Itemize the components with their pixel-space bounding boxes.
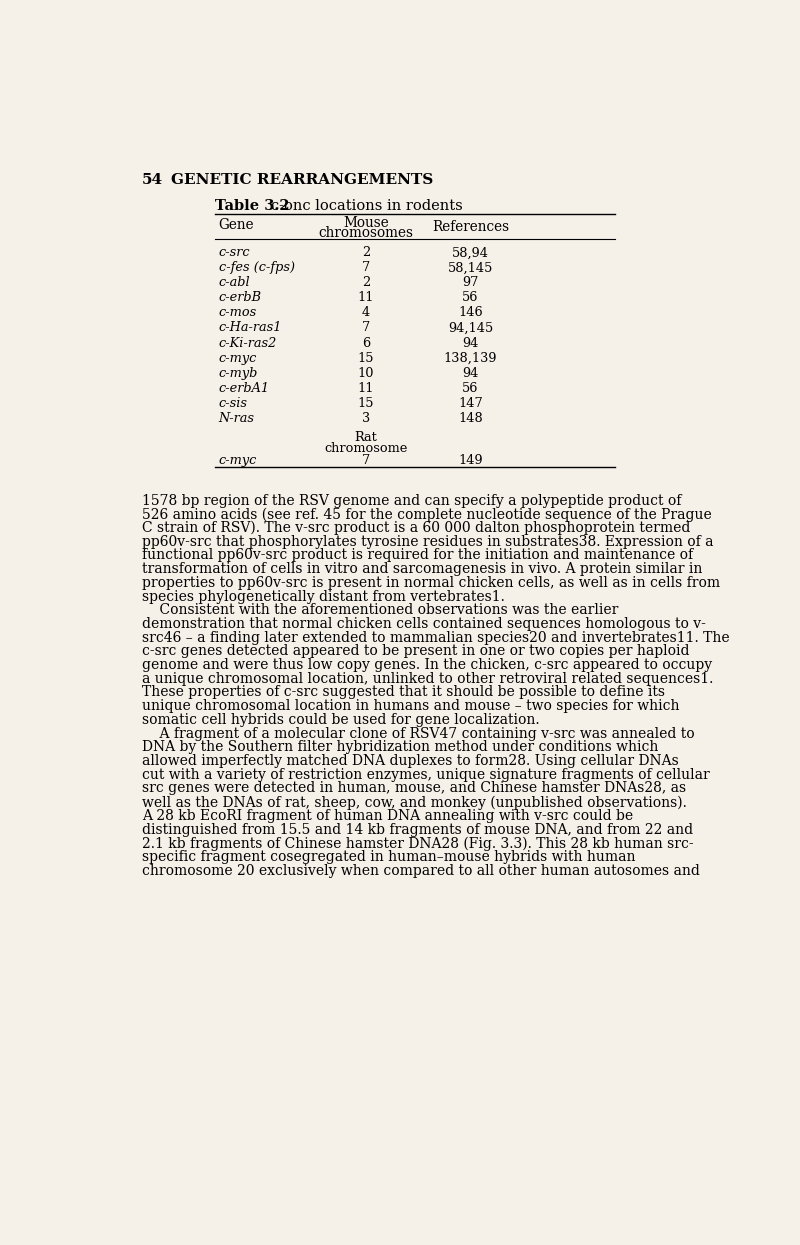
Text: Gene: Gene (218, 218, 254, 232)
Text: 138,139: 138,139 (444, 351, 498, 365)
Text: 15: 15 (358, 351, 374, 365)
Text: allowed imperfectly matched DNA duplexes to form28. Using cellular DNAs: allowed imperfectly matched DNA duplexes… (142, 754, 678, 768)
Text: 58,94: 58,94 (452, 247, 489, 259)
Text: 15: 15 (358, 397, 374, 410)
Text: 56: 56 (462, 381, 478, 395)
Text: Mouse: Mouse (343, 217, 389, 230)
Text: distinguished from 15.5 and 14 kb fragments of mouse DNA, and from 22 and: distinguished from 15.5 and 14 kb fragme… (142, 823, 693, 837)
Text: pp60v-src that phosphorylates tyrosine residues in substrates38. Expression of a: pp60v-src that phosphorylates tyrosine r… (142, 534, 714, 549)
Text: 56: 56 (462, 291, 478, 305)
Text: 7: 7 (362, 321, 370, 335)
Text: specific fragment cosegregated in human–mouse hybrids with human: specific fragment cosegregated in human–… (142, 850, 635, 864)
Text: These properties of c-src suggested that it should be possible to define its: These properties of c-src suggested that… (142, 686, 665, 700)
Text: 2: 2 (362, 247, 370, 259)
Text: 54: 54 (142, 173, 163, 187)
Text: c-fes (c-fps): c-fes (c-fps) (218, 261, 294, 274)
Text: c-erbB: c-erbB (218, 291, 262, 305)
Text: chromosome: chromosome (324, 442, 407, 454)
Text: c-myc: c-myc (218, 351, 257, 365)
Text: 2.1 kb fragments of Chinese hamster DNA28 (Fig. 3.3). This 28 kb human src-: 2.1 kb fragments of Chinese hamster DNA2… (142, 837, 694, 850)
Text: 2: 2 (362, 276, 370, 289)
Text: 6: 6 (362, 336, 370, 350)
Text: 3: 3 (362, 412, 370, 425)
Text: properties to pp60v-src is present in normal chicken cells, as well as in cells : properties to pp60v-src is present in no… (142, 576, 720, 590)
Text: c-myb: c-myb (218, 366, 258, 380)
Text: unique chromosomal location in humans and mouse – two species for which: unique chromosomal location in humans an… (142, 700, 679, 713)
Text: well as the DNAs of rat, sheep, cow, and monkey (unpublished observations).: well as the DNAs of rat, sheep, cow, and… (142, 796, 686, 809)
Text: c-erbA1: c-erbA1 (218, 381, 270, 395)
Text: c-abl: c-abl (218, 276, 250, 289)
Text: References: References (432, 220, 509, 234)
Text: 147: 147 (458, 397, 483, 410)
Text: c-onc locations in rodents: c-onc locations in rodents (257, 199, 462, 213)
Text: 149: 149 (458, 453, 482, 467)
Text: c-mos: c-mos (218, 306, 257, 320)
Text: c-Ki-ras2: c-Ki-ras2 (218, 336, 277, 350)
Text: 10: 10 (358, 366, 374, 380)
Text: transformation of cells in vitro and sarcomagenesis in vivo. A protein similar i: transformation of cells in vitro and sar… (142, 563, 702, 576)
Text: 97: 97 (462, 276, 478, 289)
Text: 4: 4 (362, 306, 370, 320)
Text: 148: 148 (458, 412, 483, 425)
Text: src46 – a finding later extended to mammalian species20 and invertebrates11. The: src46 – a finding later extended to mamm… (142, 631, 730, 645)
Text: c-Ha-ras1: c-Ha-ras1 (218, 321, 282, 335)
Text: demonstration that normal chicken cells contained sequences homologous to v-: demonstration that normal chicken cells … (142, 618, 706, 631)
Text: C strain of RSV). The v-src product is a 60 000 dalton phosphoprotein termed: C strain of RSV). The v-src product is a… (142, 520, 690, 535)
Text: Consistent with the aforementioned observations was the earlier: Consistent with the aforementioned obser… (142, 604, 618, 618)
Text: DNA by the Southern filter hybridization method under conditions which: DNA by the Southern filter hybridization… (142, 741, 658, 754)
Text: GENETIC REARRANGEMENTS: GENETIC REARRANGEMENTS (171, 173, 434, 187)
Text: c-src genes detected appeared to be present in one or two copies per haploid: c-src genes detected appeared to be pres… (142, 645, 690, 659)
Text: 94: 94 (462, 366, 478, 380)
Text: 58,145: 58,145 (448, 261, 493, 274)
Text: 7: 7 (362, 453, 370, 467)
Text: 526 amino acids (see ref. 45 for the complete nucleotide sequence of the Prague: 526 amino acids (see ref. 45 for the com… (142, 507, 712, 522)
Text: somatic cell hybrids could be used for gene localization.: somatic cell hybrids could be used for g… (142, 713, 539, 727)
Text: genome and were thus low copy genes. In the chicken, c-src appeared to occupy: genome and were thus low copy genes. In … (142, 659, 712, 672)
Text: 7: 7 (362, 261, 370, 274)
Text: A 28 kb EcoRI fragment of human DNA annealing with v-src could be: A 28 kb EcoRI fragment of human DNA anne… (142, 809, 633, 823)
Text: Table 3.2: Table 3.2 (214, 199, 290, 213)
Text: c-sis: c-sis (218, 397, 247, 410)
Text: c-src: c-src (218, 247, 250, 259)
Text: Rat: Rat (354, 431, 378, 444)
Text: cut with a variety of restriction enzymes, unique signature fragments of cellula: cut with a variety of restriction enzyme… (142, 768, 710, 782)
Text: c-myc: c-myc (218, 453, 257, 467)
Text: a unique chromosomal location, unlinked to other retroviral related sequences1.: a unique chromosomal location, unlinked … (142, 672, 714, 686)
Text: A fragment of a molecular clone of RSV47 containing v-src was annealed to: A fragment of a molecular clone of RSV47… (142, 727, 694, 741)
Text: src genes were detected in human, mouse, and Chinese hamster DNAs28, as: src genes were detected in human, mouse,… (142, 782, 686, 796)
Text: species phylogenetically distant from vertebrates1.: species phylogenetically distant from ve… (142, 590, 505, 604)
Text: 11: 11 (358, 381, 374, 395)
Text: 146: 146 (458, 306, 482, 320)
Text: 94,145: 94,145 (448, 321, 493, 335)
Text: 11: 11 (358, 291, 374, 305)
Text: functional pp60v-src product is required for the initiation and maintenance of: functional pp60v-src product is required… (142, 548, 693, 563)
Text: chromosome 20 exclusively when compared to all other human autosomes and: chromosome 20 exclusively when compared … (142, 864, 700, 878)
Text: N-ras: N-ras (218, 412, 254, 425)
Text: 1578 bp region of the RSV genome and can specify a polypeptide product of: 1578 bp region of the RSV genome and can… (142, 493, 682, 508)
Text: chromosomes: chromosomes (318, 227, 414, 240)
Text: 94: 94 (462, 336, 478, 350)
